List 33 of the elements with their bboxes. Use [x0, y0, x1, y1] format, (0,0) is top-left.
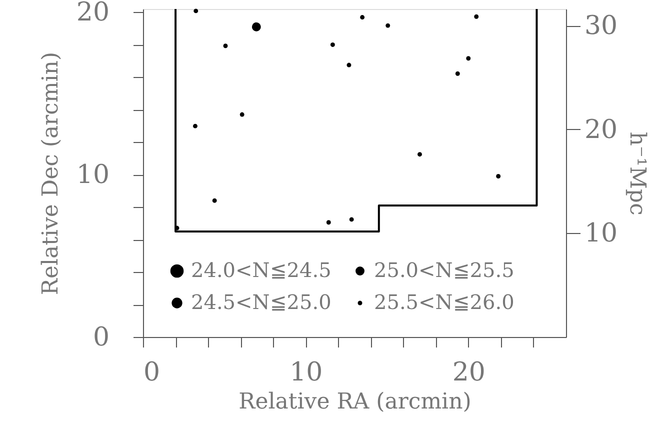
point: [330, 42, 335, 47]
point: [349, 217, 354, 222]
point: [240, 112, 244, 117]
y2-tick-label: 10: [584, 218, 618, 249]
point: [252, 22, 261, 32]
y2-tick-label: 20: [584, 114, 618, 145]
y-axis-title: Relative Dec (arcmin): [38, 52, 64, 296]
x-tick-label: 20: [452, 358, 486, 388]
point: [455, 71, 460, 76]
y-tick-label: 20: [76, 0, 110, 28]
point: [346, 62, 352, 68]
y-tick-label: 10: [76, 160, 110, 190]
y-tick-label: 0: [92, 322, 110, 352]
point: [326, 220, 331, 225]
point: [386, 23, 390, 28]
point: [212, 198, 217, 203]
x-tick-label: 10: [290, 358, 323, 388]
legend-label: 24.0<N≦24.5: [191, 258, 332, 282]
legend-label: 24.5<N≦25.0: [191, 290, 332, 314]
point: [474, 14, 479, 19]
point: [194, 8, 198, 14]
point: [360, 15, 365, 20]
legend-label: 25.5<N≦26.0: [374, 290, 514, 314]
y2-axis-title: h⁻¹Mpc: [624, 132, 650, 216]
point: [192, 124, 198, 128]
x-tick-label: 0: [144, 358, 160, 388]
point: [496, 174, 501, 178]
point: [418, 152, 422, 157]
legend-label: 25.0<N≦25.5: [374, 258, 514, 282]
point: [223, 44, 228, 48]
y2-tick-label: 30: [584, 11, 618, 42]
x-axis-title: Relative RA (arcmin): [238, 390, 472, 414]
point: [466, 56, 471, 61]
